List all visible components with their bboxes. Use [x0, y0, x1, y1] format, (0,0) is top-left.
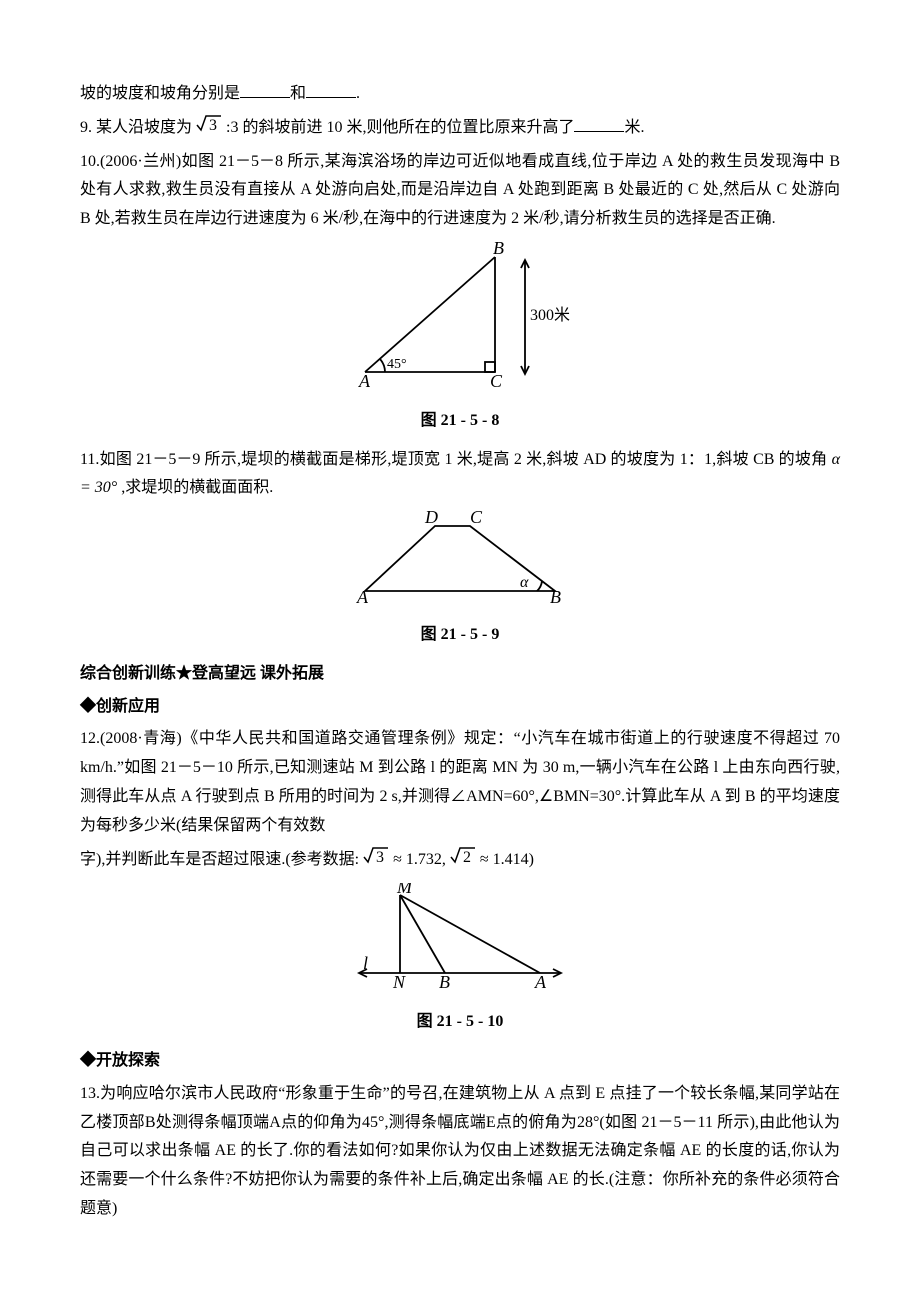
fig9-B: B [550, 587, 561, 606]
fig10-M: M [396, 883, 413, 897]
blank-2 [306, 97, 356, 98]
section-chuangxin: ◆创新应用 [80, 693, 840, 722]
q8-mid: 和 [290, 85, 306, 102]
sqrt3-icon: 3 [196, 120, 226, 137]
q12-b: 字),并判断此车是否超过限速.(参考数据: 3 ≈ 1.732, 2 ≈ 1.4… [80, 845, 840, 876]
sqrt3b-icon: 3 [363, 852, 393, 869]
figure-21-5-9: A B C D α [80, 511, 840, 617]
q12b-m2: ≈ 1.414 [480, 851, 529, 868]
blank-1 [240, 97, 290, 98]
q11-a: 11.如图 21－5－9 所示,堤坝的横截面是梯形,堤顶宽 1 米,堤高 2 米… [80, 451, 827, 468]
fig10-svg: M N B A l [345, 883, 575, 993]
q9-b: :3 的斜坡前进 10 米,则他所在的位置比原来升高了 [226, 119, 574, 136]
svg-text:3: 3 [209, 117, 217, 133]
fig9-alpha: α [520, 574, 529, 591]
fig10-l: l [363, 953, 368, 973]
q12-a: 12.(2008·青海)《中华人民共和国道路交通管理条例》规定：“小汽车在城市街… [80, 725, 840, 840]
fig10-caption: 图 21 - 5 - 10 [80, 1008, 840, 1037]
fig9-svg: A B C D α [345, 511, 575, 606]
q11-line: 11.如图 21－5－9 所示,堤坝的横截面是梯形,堤顶宽 1 米,堤高 2 米… [80, 446, 840, 504]
fig9-caption: 图 21 - 5 - 9 [80, 621, 840, 650]
fig10-N: N [392, 972, 406, 992]
fig8-C: C [490, 371, 503, 391]
q10-text: 10.(2006·兰州)如图 21－5－8 所示,某海滨浴场的岸边可近似地看成直… [80, 148, 840, 234]
fig8-A: A [358, 371, 371, 391]
fig8-svg: B A C 45° 300米 [345, 242, 575, 392]
figure-21-5-10: M N B A l [80, 883, 840, 1004]
fig9-D: D [424, 511, 438, 527]
svg-text:2: 2 [463, 849, 471, 865]
fig8-300: 300米 [530, 306, 570, 324]
q9-line: 9. 某人沿坡度为 3 :3 的斜坡前进 10 米,则他所在的位置比原来升高了 米… [80, 113, 840, 144]
q8-line: 坡的坡度和坡角分别是 和. [80, 80, 840, 109]
q8-end: . [356, 85, 360, 102]
figure-21-5-8: B A C 45° 300米 [80, 242, 840, 403]
blank-3 [574, 131, 624, 132]
q8-text: 坡的坡度和坡角分别是 [80, 85, 240, 102]
q12b-pre: 字),并判断此车是否超过限速.(参考数据: [80, 851, 359, 868]
q11-b: ,求堤坝的横截面面积. [121, 479, 273, 496]
fig8-45: 45° [387, 357, 407, 372]
section-kaifang: ◆开放探索 [80, 1047, 840, 1076]
q9-end: 米. [624, 119, 644, 136]
q12b-post: ) [529, 851, 534, 868]
fig8-B: B [493, 242, 504, 258]
fig8-caption: 图 21 - 5 - 8 [80, 407, 840, 436]
fig9-C: C [470, 511, 483, 527]
sqrt2-icon: 2 [450, 852, 480, 869]
section-zonghe: 综合创新训练★登高望远 课外拓展 [80, 660, 840, 689]
fig10-B: B [439, 972, 450, 992]
q9-a: 9. 某人沿坡度为 [80, 119, 192, 136]
fig9-A: A [356, 587, 369, 606]
svg-text:3: 3 [376, 849, 384, 865]
fig10-A: A [534, 972, 547, 992]
q12b-m1: ≈ 1.732, [393, 851, 446, 868]
q13-text: 13.为响应哈尔滨市人民政府“形象重于生命”的号召,在建筑物上从 A 点到 E … [80, 1080, 840, 1224]
